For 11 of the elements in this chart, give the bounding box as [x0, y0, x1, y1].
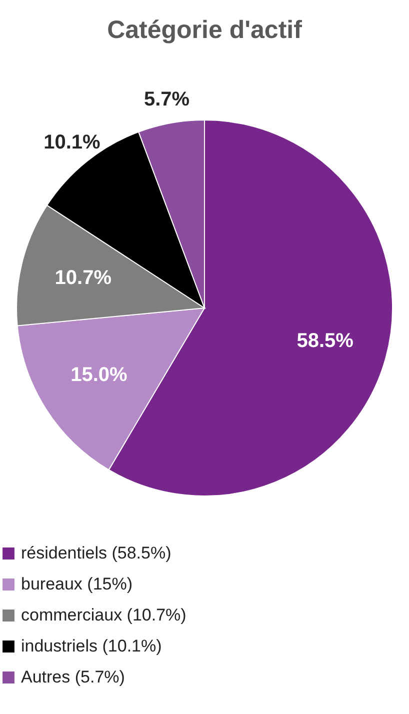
- data-label: 10.1%: [44, 132, 101, 154]
- legend-label: bureaux (15%): [21, 574, 133, 594]
- chart-title: Catégorie d'actif: [107, 16, 303, 44]
- data-label: 15.0%: [70, 364, 128, 386]
- legend-label: Autres (5.7%): [21, 668, 125, 686]
- legend-label: industriels (10.1%): [21, 636, 162, 656]
- data-label: 5.7%: [144, 88, 190, 110]
- data-label: 10.7%: [54, 267, 112, 290]
- data-label: 58.5%: [296, 330, 354, 352]
- legend-label: commerciaux (10.7%): [21, 606, 186, 624]
- legend-label: résidentiels (58.5%): [21, 544, 172, 562]
